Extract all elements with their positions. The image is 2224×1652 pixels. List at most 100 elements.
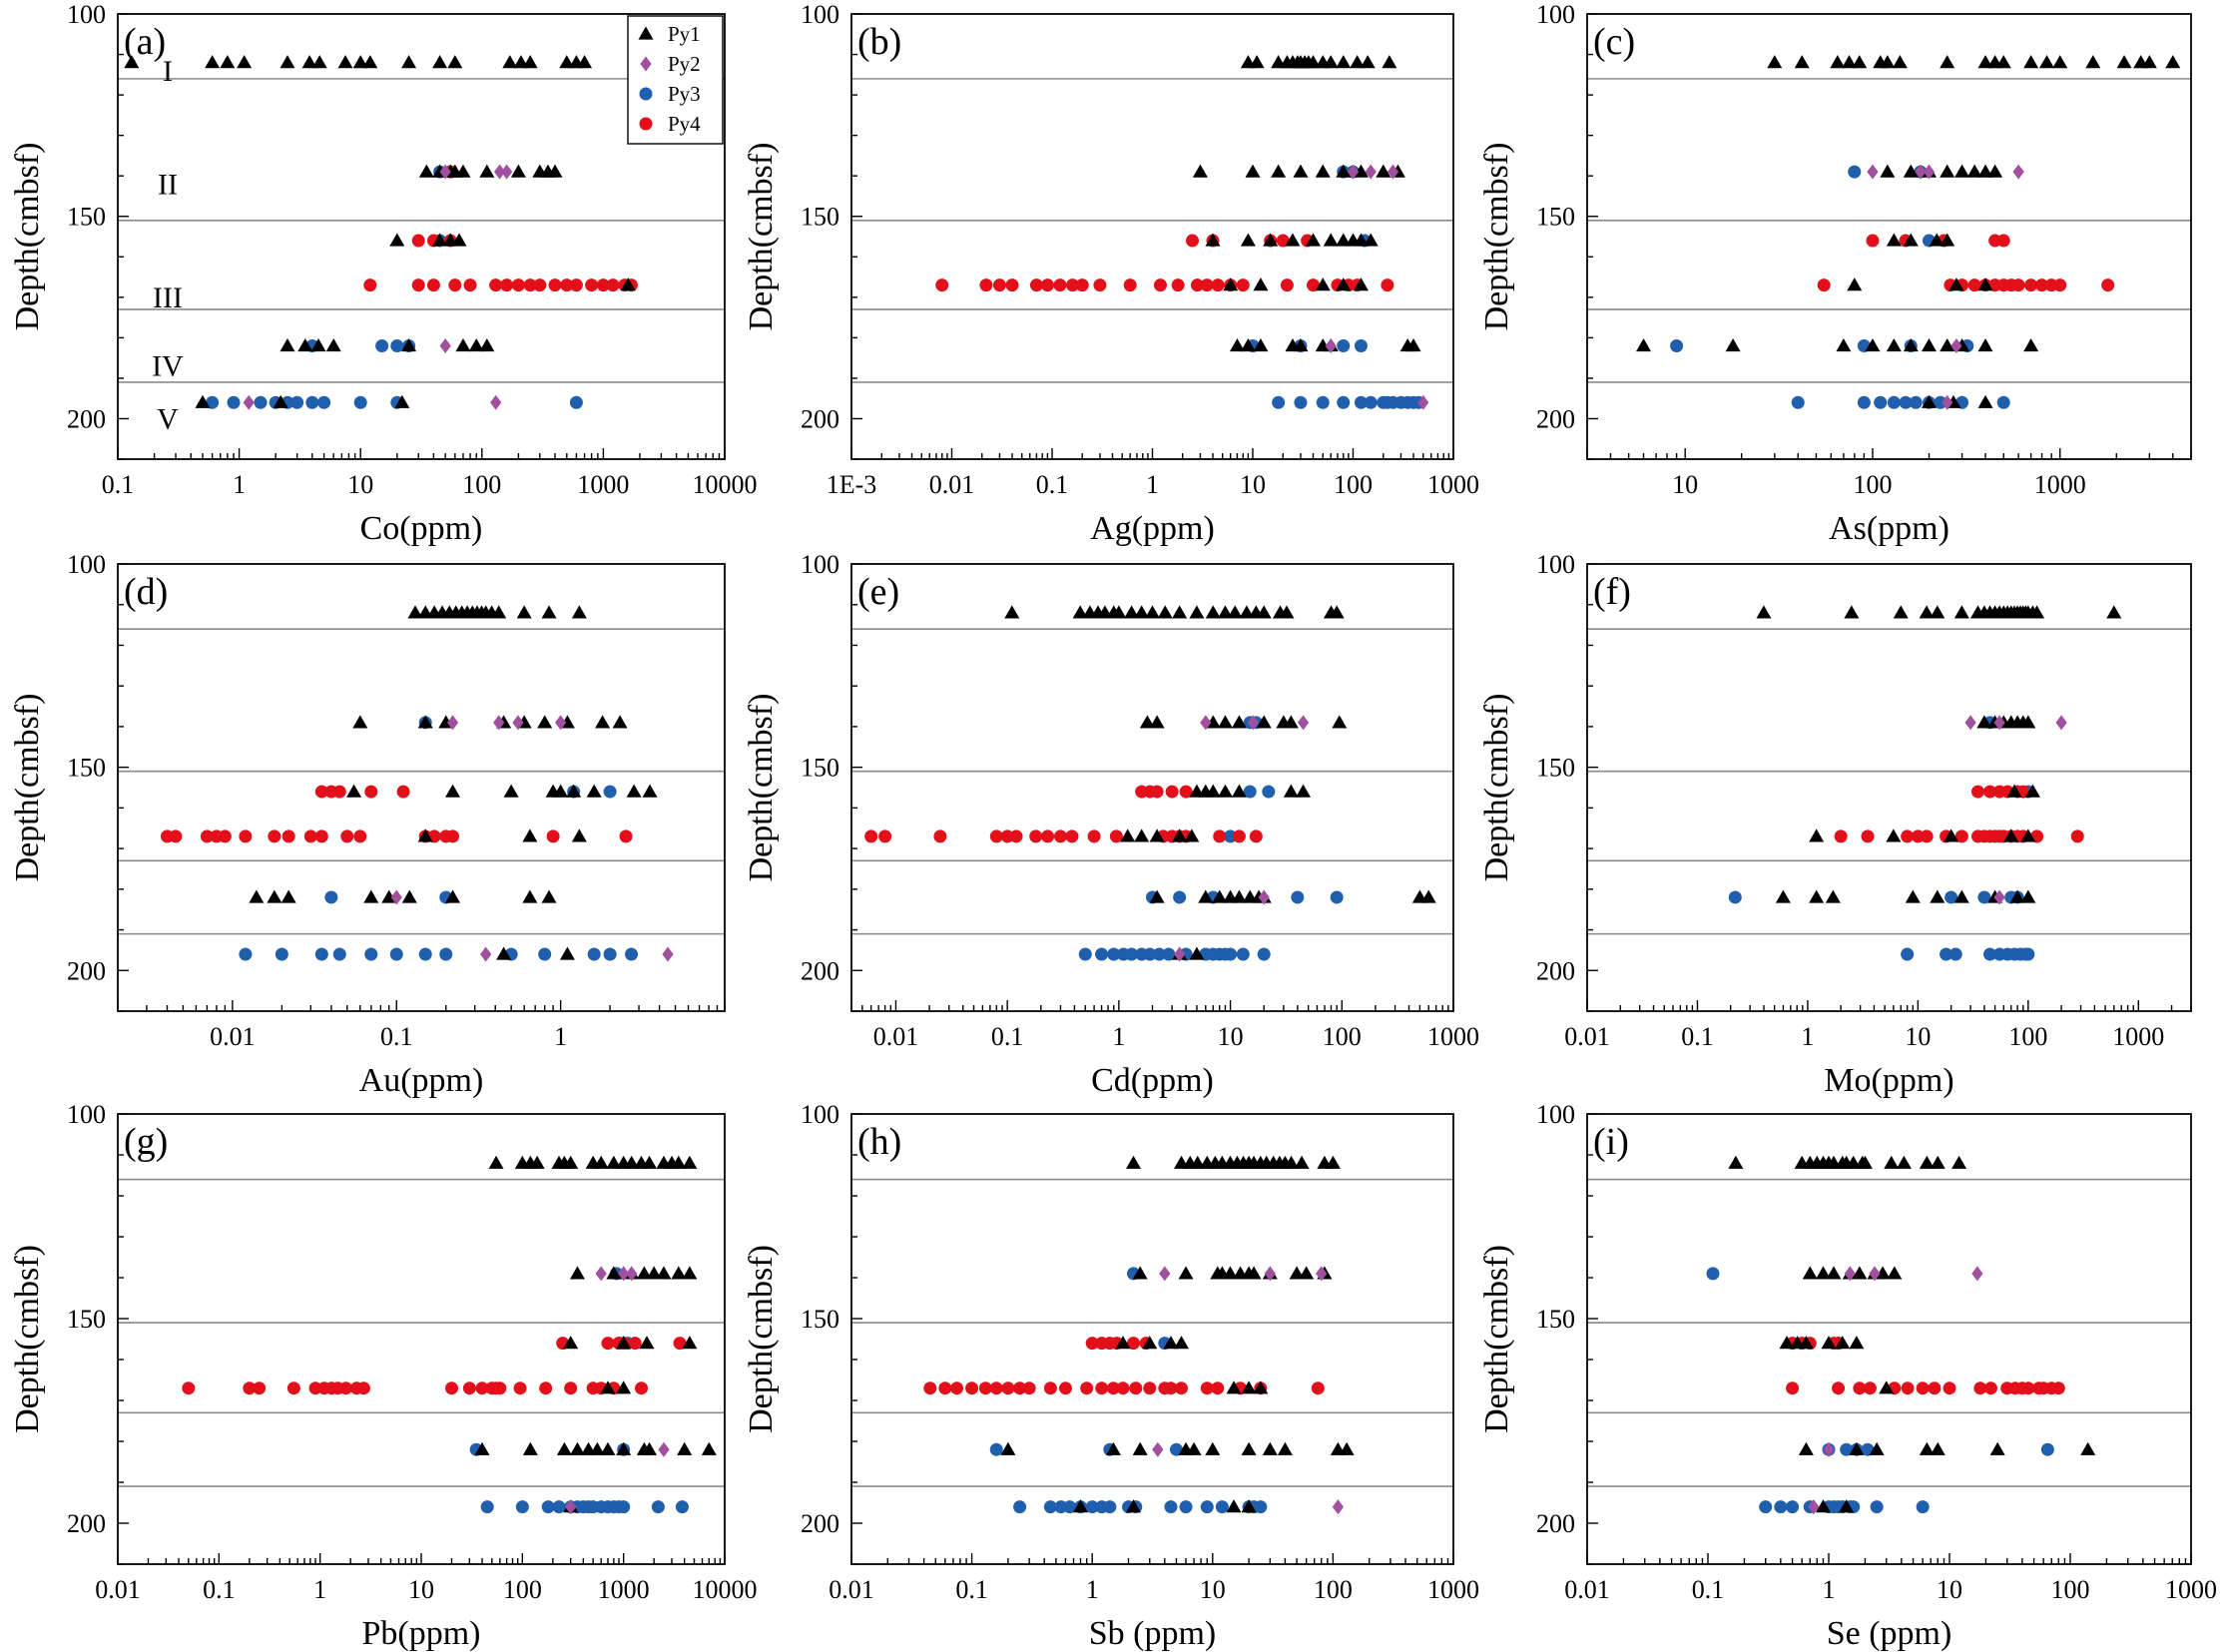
- data-point-py1: [237, 55, 253, 69]
- data-point-py1: [279, 55, 295, 69]
- series-py1: [1756, 605, 2122, 903]
- data-point-py2: [1993, 715, 2005, 731]
- data-point-py4: [1087, 829, 1101, 843]
- data-point-py1: [1004, 605, 1020, 619]
- data-point-py1: [522, 1441, 538, 1455]
- data-point-py1: [1262, 1441, 1278, 1455]
- x-tick-label: 100: [503, 1575, 542, 1604]
- x-tick-label: 10: [408, 1575, 434, 1604]
- plot-frame: [850, 1113, 1454, 1565]
- data-point-py2: [439, 337, 451, 353]
- y-tick-label: 200: [67, 1509, 106, 1538]
- data-point-py1: [577, 55, 593, 69]
- y-tick-label: 100: [67, 0, 106, 29]
- data-point-py1: [1809, 828, 1825, 842]
- data-point-py4: [523, 278, 537, 292]
- data-point-py1: [1198, 889, 1214, 903]
- data-point-py3: [989, 1442, 1003, 1456]
- data-point-py1: [1903, 233, 1919, 247]
- panel-label: (h): [857, 1121, 901, 1163]
- data-point-py1: [616, 1336, 632, 1350]
- data-point-py1: [195, 394, 211, 408]
- data-point-py1: [1995, 55, 2011, 69]
- zone-label: IV: [152, 350, 184, 383]
- data-point-py4: [1126, 1337, 1140, 1351]
- data-point-py1: [1953, 889, 1969, 903]
- data-point-py3: [1909, 395, 1923, 409]
- y-tick-label: 150: [67, 203, 106, 232]
- legend: Py1 Py2 Py3 Py4: [627, 15, 724, 145]
- data-point-py1: [362, 55, 378, 69]
- data-point-py4: [1928, 1381, 1942, 1395]
- data-point-py1: [639, 1336, 655, 1350]
- data-point-py3: [617, 1500, 631, 1514]
- series-py1: [1004, 605, 1436, 960]
- data-point-py4: [1029, 829, 1043, 843]
- data-point-py1: [569, 1266, 585, 1280]
- x-tick-label: 1000: [2112, 1022, 2164, 1051]
- data-point-py1: [2080, 1441, 2096, 1455]
- data-point-py3: [1013, 1500, 1027, 1514]
- data-point-py1: [1283, 784, 1299, 798]
- data-point-py1: [474, 1441, 490, 1455]
- x-tick-label: 10: [1218, 1022, 1244, 1051]
- x-tick-label: 1000: [598, 1575, 650, 1604]
- data-point-py1: [586, 784, 602, 798]
- data-point-py1: [432, 233, 448, 247]
- data-point-py1: [563, 1155, 579, 1169]
- data-point-py3: [603, 785, 617, 799]
- data-point-py4: [1165, 785, 1179, 799]
- data-point-py4: [1085, 1337, 1099, 1351]
- data-point-py2: [1258, 889, 1270, 905]
- data-point-py1: [1241, 1499, 1257, 1513]
- data-point-py4: [2051, 1381, 2065, 1395]
- data-point-py4: [596, 278, 610, 292]
- data-point-py4: [1058, 1381, 1072, 1395]
- data-point-py3: [1243, 785, 1257, 799]
- data-point-py1: [352, 715, 368, 729]
- data-point-py3: [569, 395, 583, 409]
- data-point-py2: [493, 715, 505, 731]
- data-point-py1: [1977, 55, 1993, 69]
- data-point-py4: [979, 278, 993, 292]
- x-tick-label: 0.1: [991, 1022, 1024, 1051]
- x-tick-label: 100: [2008, 1022, 2047, 1051]
- data-point-py4: [635, 1381, 649, 1395]
- data-point-py4: [314, 829, 328, 843]
- data-point-py4: [169, 829, 183, 843]
- data-point-py1: [432, 55, 448, 69]
- data-point-py1: [389, 233, 405, 247]
- data-point-py3: [1774, 1500, 1788, 1514]
- data-point-py4: [1983, 785, 1997, 799]
- data-point-py2: [2012, 164, 2024, 180]
- data-point-py1: [1336, 55, 1352, 69]
- data-point-py1: [401, 889, 417, 903]
- data-point-py2: [1159, 1266, 1171, 1282]
- data-point-py4: [1013, 1381, 1027, 1395]
- data-point-py1: [1125, 1499, 1141, 1513]
- y-tick-label: 100: [67, 1100, 106, 1129]
- y-tick-label: 200: [67, 956, 106, 985]
- data-point-py4: [1053, 278, 1067, 292]
- data-point-py1: [1893, 605, 1909, 619]
- data-point-py3: [1940, 947, 1953, 961]
- data-point-py4: [1213, 829, 1227, 843]
- data-point-py1: [1825, 889, 1841, 903]
- data-point-py1: [445, 889, 461, 903]
- data-point-py2: [2055, 715, 2067, 731]
- data-point-py1: [1940, 233, 1955, 247]
- y-tick-label: 150: [1536, 203, 1575, 232]
- data-point-py4: [239, 829, 253, 843]
- data-point-py1: [1226, 1380, 1242, 1394]
- data-point-py2: [512, 715, 524, 731]
- y-tick-label: 200: [801, 956, 839, 985]
- data-point-py4: [1143, 1381, 1157, 1395]
- data-point-py4: [2021, 1381, 2035, 1395]
- data-point-py1: [600, 1441, 616, 1455]
- data-point-py3: [1945, 890, 1958, 904]
- y-axis-label: Depth(cmbsf): [9, 143, 46, 331]
- data-point-py4: [978, 1381, 992, 1395]
- data-point-py4: [513, 1381, 527, 1395]
- data-point-py1: [624, 1155, 640, 1169]
- data-point-py1: [626, 784, 642, 798]
